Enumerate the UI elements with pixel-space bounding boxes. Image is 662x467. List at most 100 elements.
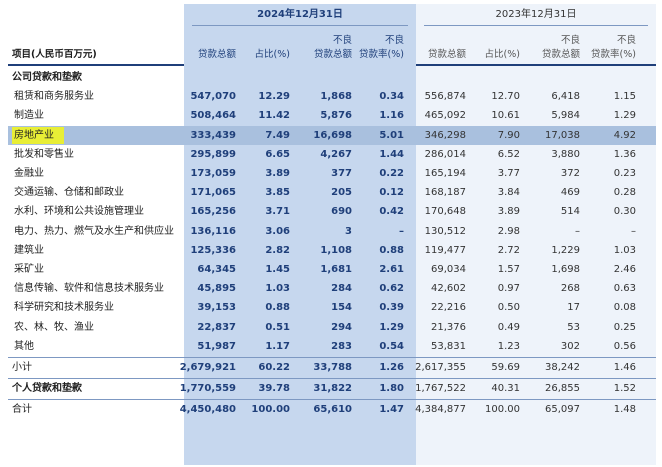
cell-2023-2: 469	[560, 187, 580, 199]
cell-2024-1: 3.89	[265, 168, 290, 179]
cell-2024-3: 0.42	[379, 206, 404, 218]
table-row: 制造业 508,464 11.42 5,876 1.16 465,092 10.61 5,98…	[8, 106, 656, 125]
band-2023	[416, 4, 656, 465]
cell-2023-1: 0.97	[497, 283, 520, 295]
header-year-2023: 2023年12月31日	[495, 9, 577, 20]
cell-2024-2: 294	[331, 321, 352, 333]
cell-2023-3: 0.25	[613, 321, 636, 333]
cell-2024-0: 125,336	[190, 244, 236, 256]
cell-2024-2: 284	[331, 283, 352, 295]
cell-2023-1: 0.50	[497, 302, 520, 314]
row-label: 租赁和商务服务业	[14, 91, 94, 103]
cell-2023-0: 346,298	[424, 129, 466, 141]
cell-2024-2: 205	[331, 187, 352, 199]
cell-2024-0: 171,065	[190, 187, 236, 199]
cell-2024-0: 508,464	[190, 110, 236, 122]
row-separator	[8, 357, 656, 358]
cell-2023-2: 372	[560, 168, 580, 179]
cell-2024-2: 690	[331, 206, 352, 218]
cell-2024-1: 0.51	[265, 321, 290, 333]
cell-2024-3: 0.12	[379, 187, 404, 199]
cell-2023-1: 3.89	[497, 206, 520, 218]
table-row: 房地产业 333,439 7.49 16,698 5.01 346,298 7.90 17,0…	[8, 126, 656, 145]
row-label: 交通运输、仓储和邮政业	[14, 187, 124, 199]
cell-2024-0: 39,153	[197, 302, 236, 314]
cell-2024-1: 1.17	[265, 340, 290, 352]
cell-2024-3: 5.01	[379, 129, 404, 141]
cell-2023-3: 0.23	[613, 168, 636, 179]
cell-2024-1: 39.78	[258, 383, 290, 395]
row-label: 小计	[12, 362, 32, 373]
cell-2024-3: 1.29	[379, 321, 404, 333]
cell-2024-2: 33,788	[313, 362, 352, 373]
cell-2023-0: 556,874	[424, 91, 466, 103]
cell-2024-0: 333,439	[190, 129, 236, 141]
cell-2023-0: 22,216	[431, 302, 466, 314]
cell-2024-0: 165,256	[190, 206, 236, 218]
header-col-cols_2024-2: 不良 贷款总额	[313, 35, 352, 60]
cell-2023-3: 1.15	[613, 91, 636, 103]
table-row: 水利、环境和公共设施管理业 165,256 3.71 690 0.42 170,648 3.…	[8, 202, 656, 221]
cell-2024-3: 0.34	[379, 91, 404, 103]
cell-2024-3: 0.62	[379, 283, 404, 295]
cell-2023-1: 2.72	[497, 244, 520, 256]
cell-2024-1: 0.88	[265, 302, 290, 314]
row-label: 信息传输、软件和信息技术服务业	[14, 283, 164, 295]
cell-2024-2: 283	[331, 340, 352, 352]
row-label: 制造业	[14, 110, 44, 122]
header-col-cols_2024-1: 占比(%)	[254, 49, 290, 60]
cell-2023-0: 4,384,877	[415, 404, 466, 416]
row-label: 合计	[12, 404, 32, 416]
cell-2024-1: 12.29	[258, 91, 290, 103]
highlight-label-bg	[12, 126, 64, 144]
cell-2023-3: –	[631, 225, 636, 237]
cell-2023-2: 5,984	[551, 110, 580, 122]
cell-2024-2: 1,868	[320, 91, 352, 103]
row-label: 农、林、牧、渔业	[14, 321, 94, 333]
cell-2024-1: 7.49	[265, 129, 290, 141]
cell-2024-1: 6.65	[265, 148, 290, 160]
cell-2023-2: 302	[560, 340, 580, 352]
table-row: 采矿业 64,345 1.45 1,681 2.61 69,034 1.57 1,698 2.4…	[8, 260, 656, 279]
cell-2024-1: 3.71	[265, 206, 290, 218]
cell-2023-1: 1.57	[497, 264, 520, 275]
table-row: 建筑业 125,336 2.82 1,108 0.88 119,477 2.72 1,229 1…	[8, 241, 656, 260]
cell-2023-2: 17,038	[545, 129, 580, 141]
cell-2024-3: 1.44	[379, 148, 404, 160]
cell-2023-0: 2,617,355	[415, 362, 466, 373]
header-item-label: 项目(人民币百万元)	[12, 49, 97, 60]
header-col-cols_2023-0: 贷款总额	[427, 49, 466, 60]
header-col-cols_2023-2: 不良 贷款总额	[541, 35, 580, 60]
cell-2024-3: 1.80	[379, 383, 404, 395]
cell-2024-3: 2.61	[379, 264, 404, 275]
cell-2024-1: 11.42	[258, 110, 290, 122]
row-label: 金融业	[14, 168, 44, 179]
table-row: 其他 51,987 1.17 283 0.54 53,831 1.23 302 0.56	[8, 337, 656, 356]
table-row: 交通运输、仓储和邮政业 171,065 3.85 205 0.12 168,187 3.84…	[8, 183, 656, 202]
cell-2023-2: 514	[560, 206, 580, 218]
cell-2023-0: 119,477	[424, 244, 466, 256]
cell-2023-2: 6,418	[551, 91, 580, 103]
cell-2024-2: 65,610	[313, 404, 352, 416]
cell-2023-0: 130,512	[424, 225, 466, 237]
cell-2023-1: 2.98	[497, 225, 520, 237]
cell-2023-1: 6.52	[497, 148, 520, 160]
cell-2024-3: 0.54	[379, 340, 404, 352]
cell-2024-0: 64,345	[197, 264, 236, 275]
total-row: 合计 4,450,480 100.00 65,610 1.47 4,384,877 100.…	[8, 400, 656, 419]
cell-2023-2: 1,698	[551, 264, 580, 275]
header-col-cols_2024-0: 贷款总额	[197, 49, 236, 60]
row-label: 科学研究和技术服务业	[14, 302, 114, 314]
cell-2023-3: 1.36	[613, 148, 636, 160]
cell-2024-0: 547,070	[190, 91, 236, 103]
cell-2023-3: 0.56	[613, 340, 636, 352]
table-row: 租赁和商务服务业 547,070 12.29 1,868 0.34 556,874 12.7…	[8, 87, 656, 106]
cell-2023-2: 38,242	[545, 362, 580, 373]
cell-2023-1: 40.31	[491, 383, 520, 395]
cell-2023-2: 17	[567, 302, 580, 314]
cell-2023-3: 1.29	[613, 110, 636, 122]
cell-2023-1: 100.00	[485, 404, 520, 416]
cell-2024-1: 60.22	[258, 362, 290, 373]
table-row: 农、林、牧、渔业 22,837 0.51 294 1.29 21,376 0.49 53 0.2…	[8, 318, 656, 337]
row-label: 水利、环境和公共设施管理业	[14, 206, 144, 218]
